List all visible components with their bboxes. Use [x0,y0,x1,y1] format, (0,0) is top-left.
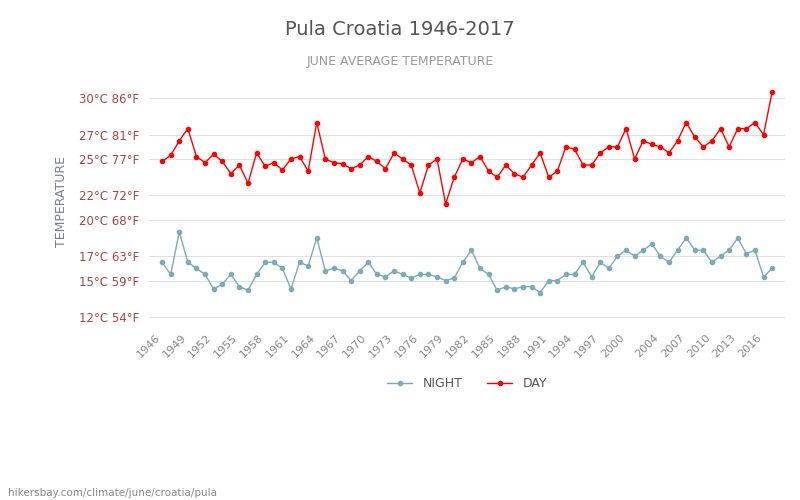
DAY [510,170,519,176]
NIGHT [252,272,262,278]
NIGHT [767,266,777,272]
NIGHT [158,260,167,266]
Text: Pula Croatia 1946-2017: Pula Croatia 1946-2017 [285,20,515,39]
NIGHT [561,272,570,278]
Line: NIGHT: NIGHT [160,230,774,295]
Text: JUNE AVERAGE TEMPERATURE: JUNE AVERAGE TEMPERATURE [306,55,494,68]
DAY [303,168,313,174]
DAY [363,154,373,160]
DAY [767,89,777,95]
DAY [441,201,450,207]
NIGHT [587,274,597,280]
NIGHT [733,235,742,241]
DAY [553,168,562,174]
Y-axis label: TEMPERATURE: TEMPERATURE [55,156,68,247]
Legend: NIGHT, DAY: NIGHT, DAY [382,372,552,394]
DAY [158,158,167,164]
DAY [578,162,588,168]
DAY [243,180,253,186]
NIGHT [372,272,382,278]
NIGHT [535,290,545,296]
NIGHT [510,286,519,292]
Line: DAY: DAY [160,90,774,206]
Text: hikersbay.com/climate/june/croatia/pula: hikersbay.com/climate/june/croatia/pula [8,488,217,498]
NIGHT [174,229,184,235]
